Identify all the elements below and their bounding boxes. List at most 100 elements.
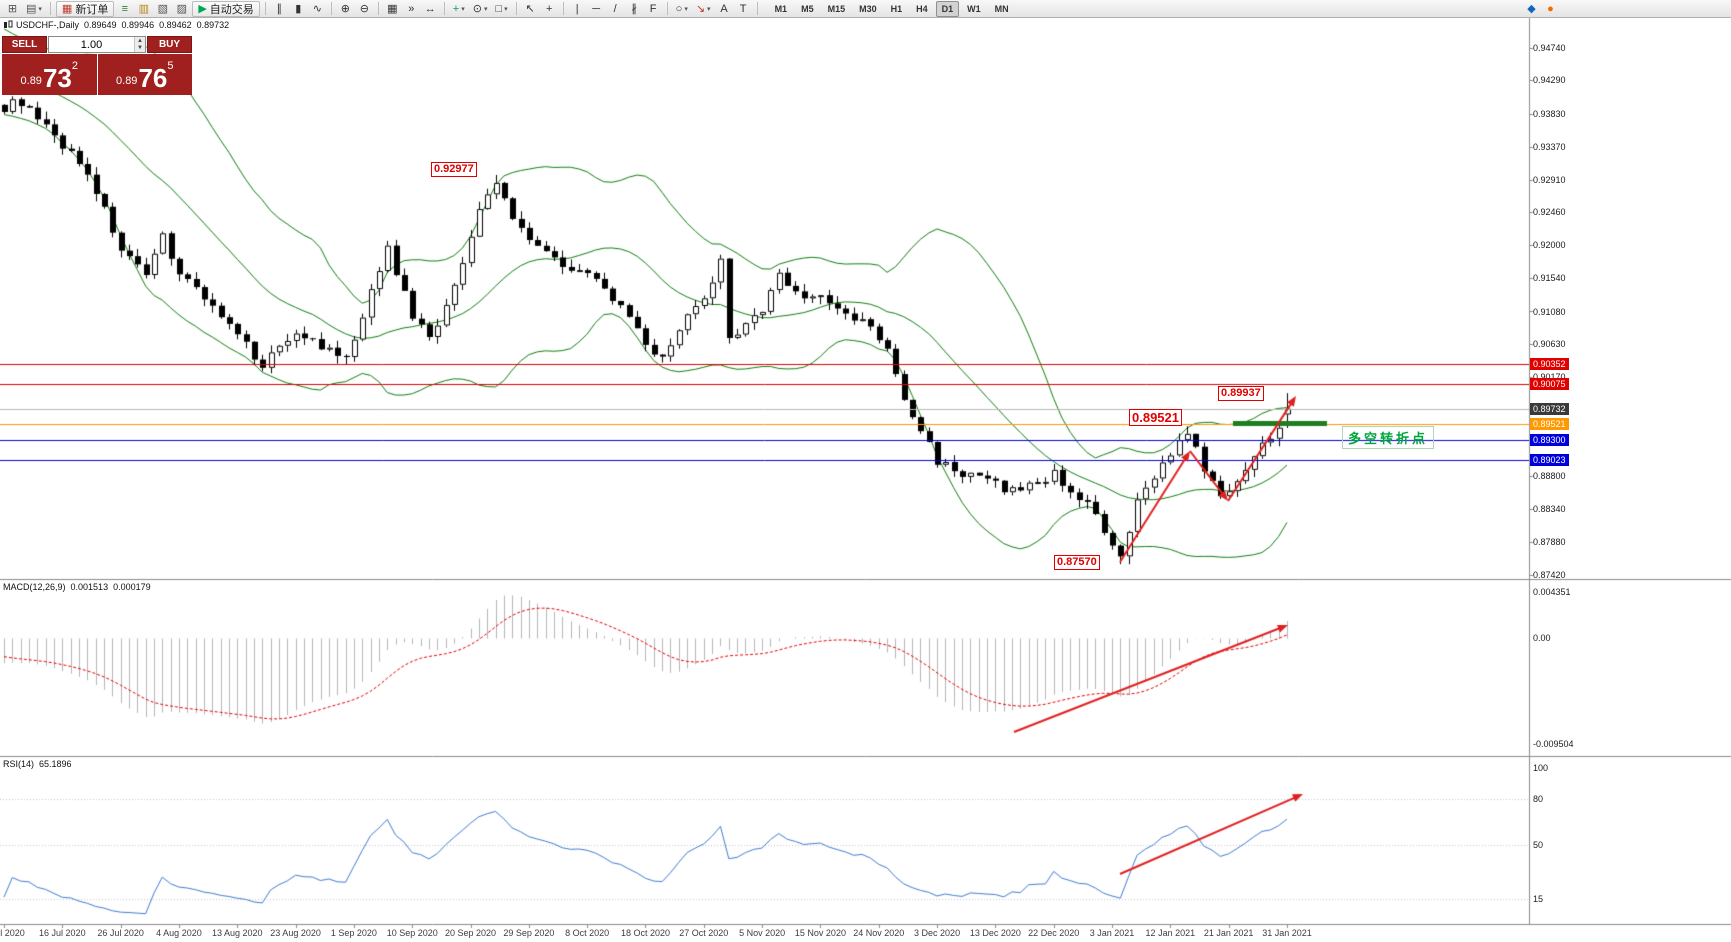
date-label: 15 Nov 2020 <box>794 928 846 938</box>
price-level-chip: 0.89300 <box>1530 433 1569 446</box>
new-order-button[interactable]: ▦ 新订单 <box>55 0 115 17</box>
date-label: 5 Nov 2020 <box>739 928 786 938</box>
fibonacci-icon-glyph: F <box>649 2 657 15</box>
profiles-icon[interactable]: ▤ ▾ <box>23 1 45 17</box>
date-label: 8 Jul 2020 <box>0 928 25 938</box>
date-label: 22 Dec 2020 <box>1028 928 1080 938</box>
price-axis-label: 0.92000 <box>1533 240 1566 251</box>
arrows-icon[interactable]: ↘ ▾ <box>693 1 714 17</box>
tile-windows-icon[interactable]: ▦ <box>384 1 401 17</box>
zoom-out-icon[interactable]: ⊖ <box>356 1 373 17</box>
bar-chart-icon-glyph: ∥ <box>276 2 283 15</box>
chart-shift-icon[interactable]: ↔ <box>422 1 439 17</box>
chart-shift-icon-glyph: ↔ <box>424 2 436 15</box>
timeframe-m15-button[interactable]: M15 <box>827 3 846 14</box>
timeframe-m30-button[interactable]: M30 <box>859 3 877 14</box>
new-order-button-label: 新订单 <box>75 3 109 16</box>
terminal-icon[interactable]: ▨ <box>173 1 190 17</box>
volume-stepper: ▲ ▼ <box>134 37 145 52</box>
navigator-icon[interactable]: ▧ <box>154 1 171 17</box>
bid-prefix: 0.89 <box>20 75 42 87</box>
toolbar-right-icons: ◆ ● <box>1522 1 1560 17</box>
templates-icon-glyph: □ <box>495 2 503 15</box>
date-label: 12 Jan 2021 <box>1145 928 1196 938</box>
periods-icon[interactable]: ⊙ ▾ <box>470 1 491 17</box>
rsi-axis-label: 15 <box>1533 893 1544 904</box>
cursor-icon[interactable]: ↖ <box>522 1 539 17</box>
toolbar-separator <box>443 2 445 15</box>
macd-axis-label: -0.009504 <box>1533 739 1574 749</box>
volume-down-button[interactable]: ▼ <box>135 44 145 52</box>
toolbar-separator <box>515 2 517 15</box>
zoom-out-icon-glyph: ⊖ <box>359 2 369 15</box>
timeframe-d1-button[interactable]: D1 <box>935 0 960 17</box>
date-label: 31 Jan 2021 <box>1262 928 1312 938</box>
price-axis-label: 0.88800 <box>1533 470 1566 481</box>
dropdown-caret-icon: ▾ <box>504 5 508 13</box>
volume-up-button[interactable]: ▲ <box>135 37 145 45</box>
trendline-icon[interactable]: / <box>607 1 624 17</box>
macd-main-value: 0.001513 <box>70 582 109 592</box>
timeframe-h1-button[interactable]: H1 <box>890 3 903 14</box>
zoom-in-icon[interactable]: ⊕ <box>337 1 354 17</box>
channel-icon[interactable]: ∦ <box>626 1 643 17</box>
ask-prefix: 0.89 <box>116 75 138 87</box>
horizontal-line-icon[interactable]: ─ <box>588 1 605 17</box>
autotrading-button[interactable]: ▶ 自动交易 <box>192 0 260 17</box>
new-chart-icon[interactable]: ⊞ <box>4 1 21 17</box>
crosshair-icon[interactable]: + <box>541 1 558 17</box>
price-level-chip: 0.89732 <box>1530 402 1569 415</box>
data-window-icon[interactable]: ▥ <box>135 1 152 17</box>
rsi-axis-label: 50 <box>1533 840 1544 850</box>
ask-point: 5 <box>167 60 174 72</box>
auto-scroll-icon-glyph: » <box>408 2 415 15</box>
price-tag[interactable]: 0.89521 <box>1129 409 1182 426</box>
market-watch-icon[interactable]: ≡ <box>116 1 133 17</box>
bar-chart-icon[interactable]: ∥ <box>271 1 288 17</box>
price-tag[interactable]: 0.89937 <box>1218 386 1264 401</box>
close-value: 0.89732 <box>196 20 230 30</box>
date-label: 10 Sep 2020 <box>386 928 438 938</box>
text-label-icon[interactable]: T <box>735 1 752 17</box>
date-label: 20 Sep 2020 <box>445 928 497 938</box>
volume-box: ▲ ▼ <box>48 36 146 53</box>
templates-icon[interactable]: □ ▾ <box>492 1 510 17</box>
text-icon-glyph: A <box>720 2 728 15</box>
date-label: 3 Dec 2020 <box>914 928 961 938</box>
timeframe-mn-button[interactable]: MN <box>994 3 1009 14</box>
note-label[interactable]: 多空转折点 <box>1342 426 1435 449</box>
fibonacci-icon[interactable]: F <box>645 1 662 17</box>
community-icon[interactable]: ◆ <box>1523 1 1540 17</box>
indicators-icon[interactable]: + ▾ <box>450 1 468 17</box>
timeframe-m1-button[interactable]: M1 <box>774 3 788 14</box>
text-icon[interactable]: A <box>716 1 733 17</box>
date-label: 21 Jan 2021 <box>1203 928 1254 938</box>
volume-input[interactable] <box>49 37 134 52</box>
shapes-icon[interactable]: ○ ▾ <box>673 1 691 17</box>
line-chart-icon[interactable]: ∿ <box>309 1 326 17</box>
price-tag[interactable]: 0.92977 <box>431 162 477 177</box>
notifications-icon-glyph: ● <box>1547 2 1554 15</box>
sell-button[interactable]: SELL <box>2 36 47 53</box>
shapes-icon-glyph: ○ <box>675 2 683 15</box>
cursor-icon-glyph: ↖ <box>525 2 535 15</box>
date-label: 13 Dec 2020 <box>969 928 1021 938</box>
timeframe-h4-button[interactable]: H4 <box>916 3 928 14</box>
auto-scroll-icon[interactable]: » <box>403 1 420 17</box>
date-label: 13 Aug 2020 <box>211 928 263 938</box>
timeframe-m5-button[interactable]: M5 <box>801 3 814 14</box>
vertical-line-icon[interactable]: | <box>569 1 586 17</box>
date-label: 27 Oct 2020 <box>679 928 729 938</box>
notifications-icon[interactable]: ● <box>1542 1 1559 17</box>
price-axis-label: 0.88340 <box>1533 503 1566 514</box>
buy-button[interactable]: BUY <box>147 36 192 53</box>
timeframe-w1-button[interactable]: W1 <box>967 3 981 14</box>
candlestick-chart-icon[interactable]: ▮ <box>290 1 307 17</box>
one-click-buy-price-button[interactable]: 0.89 76 5 <box>97 54 192 95</box>
one-click-sell-price-button[interactable]: 0.89 73 2 <box>2 54 97 95</box>
price-tag[interactable]: 0.87570 <box>1054 555 1100 570</box>
bid-pips: 73 <box>42 63 72 93</box>
text-label-icon-glyph: T <box>739 2 747 15</box>
